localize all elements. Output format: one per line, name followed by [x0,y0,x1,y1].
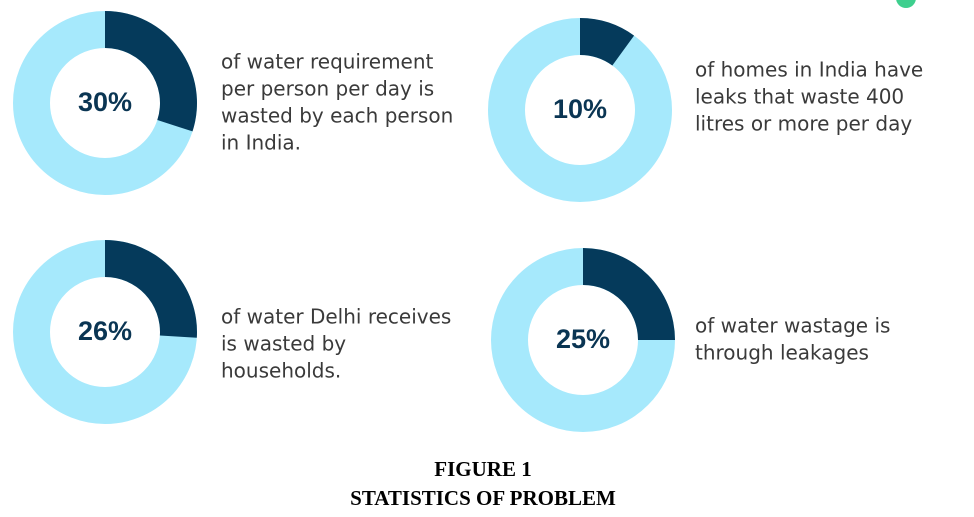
annotation: of water wastage is [695,314,890,338]
annotation: leaks that waste 400 [695,85,904,109]
annotation: wasted by each person [221,104,453,128]
annotation: is wasted by [221,332,346,356]
caption-title: STATISTICS OF PROBLEM [350,486,616,510]
donut-segment [105,11,198,132]
annotation: of homes in India have [695,58,923,82]
decor-dot [896,0,916,8]
annotation: households. [221,359,341,383]
donut-segment [583,248,675,340]
center-label: 25% [556,324,610,354]
annotation: per person per day is [221,77,434,101]
annotation: through leakages [695,341,869,365]
donut-segment [580,18,635,66]
annotation: in India. [221,131,301,155]
annotation: of water Delhi receives [221,305,451,329]
annotation: of water requirement [221,50,434,74]
center-label: 30% [78,87,132,117]
donut-segment [105,240,198,338]
caption-label: FIGURE 1 [434,457,531,481]
annotation: litres or more per day [695,112,912,136]
center-label: 10% [553,94,607,124]
center-label: 26% [78,316,132,346]
